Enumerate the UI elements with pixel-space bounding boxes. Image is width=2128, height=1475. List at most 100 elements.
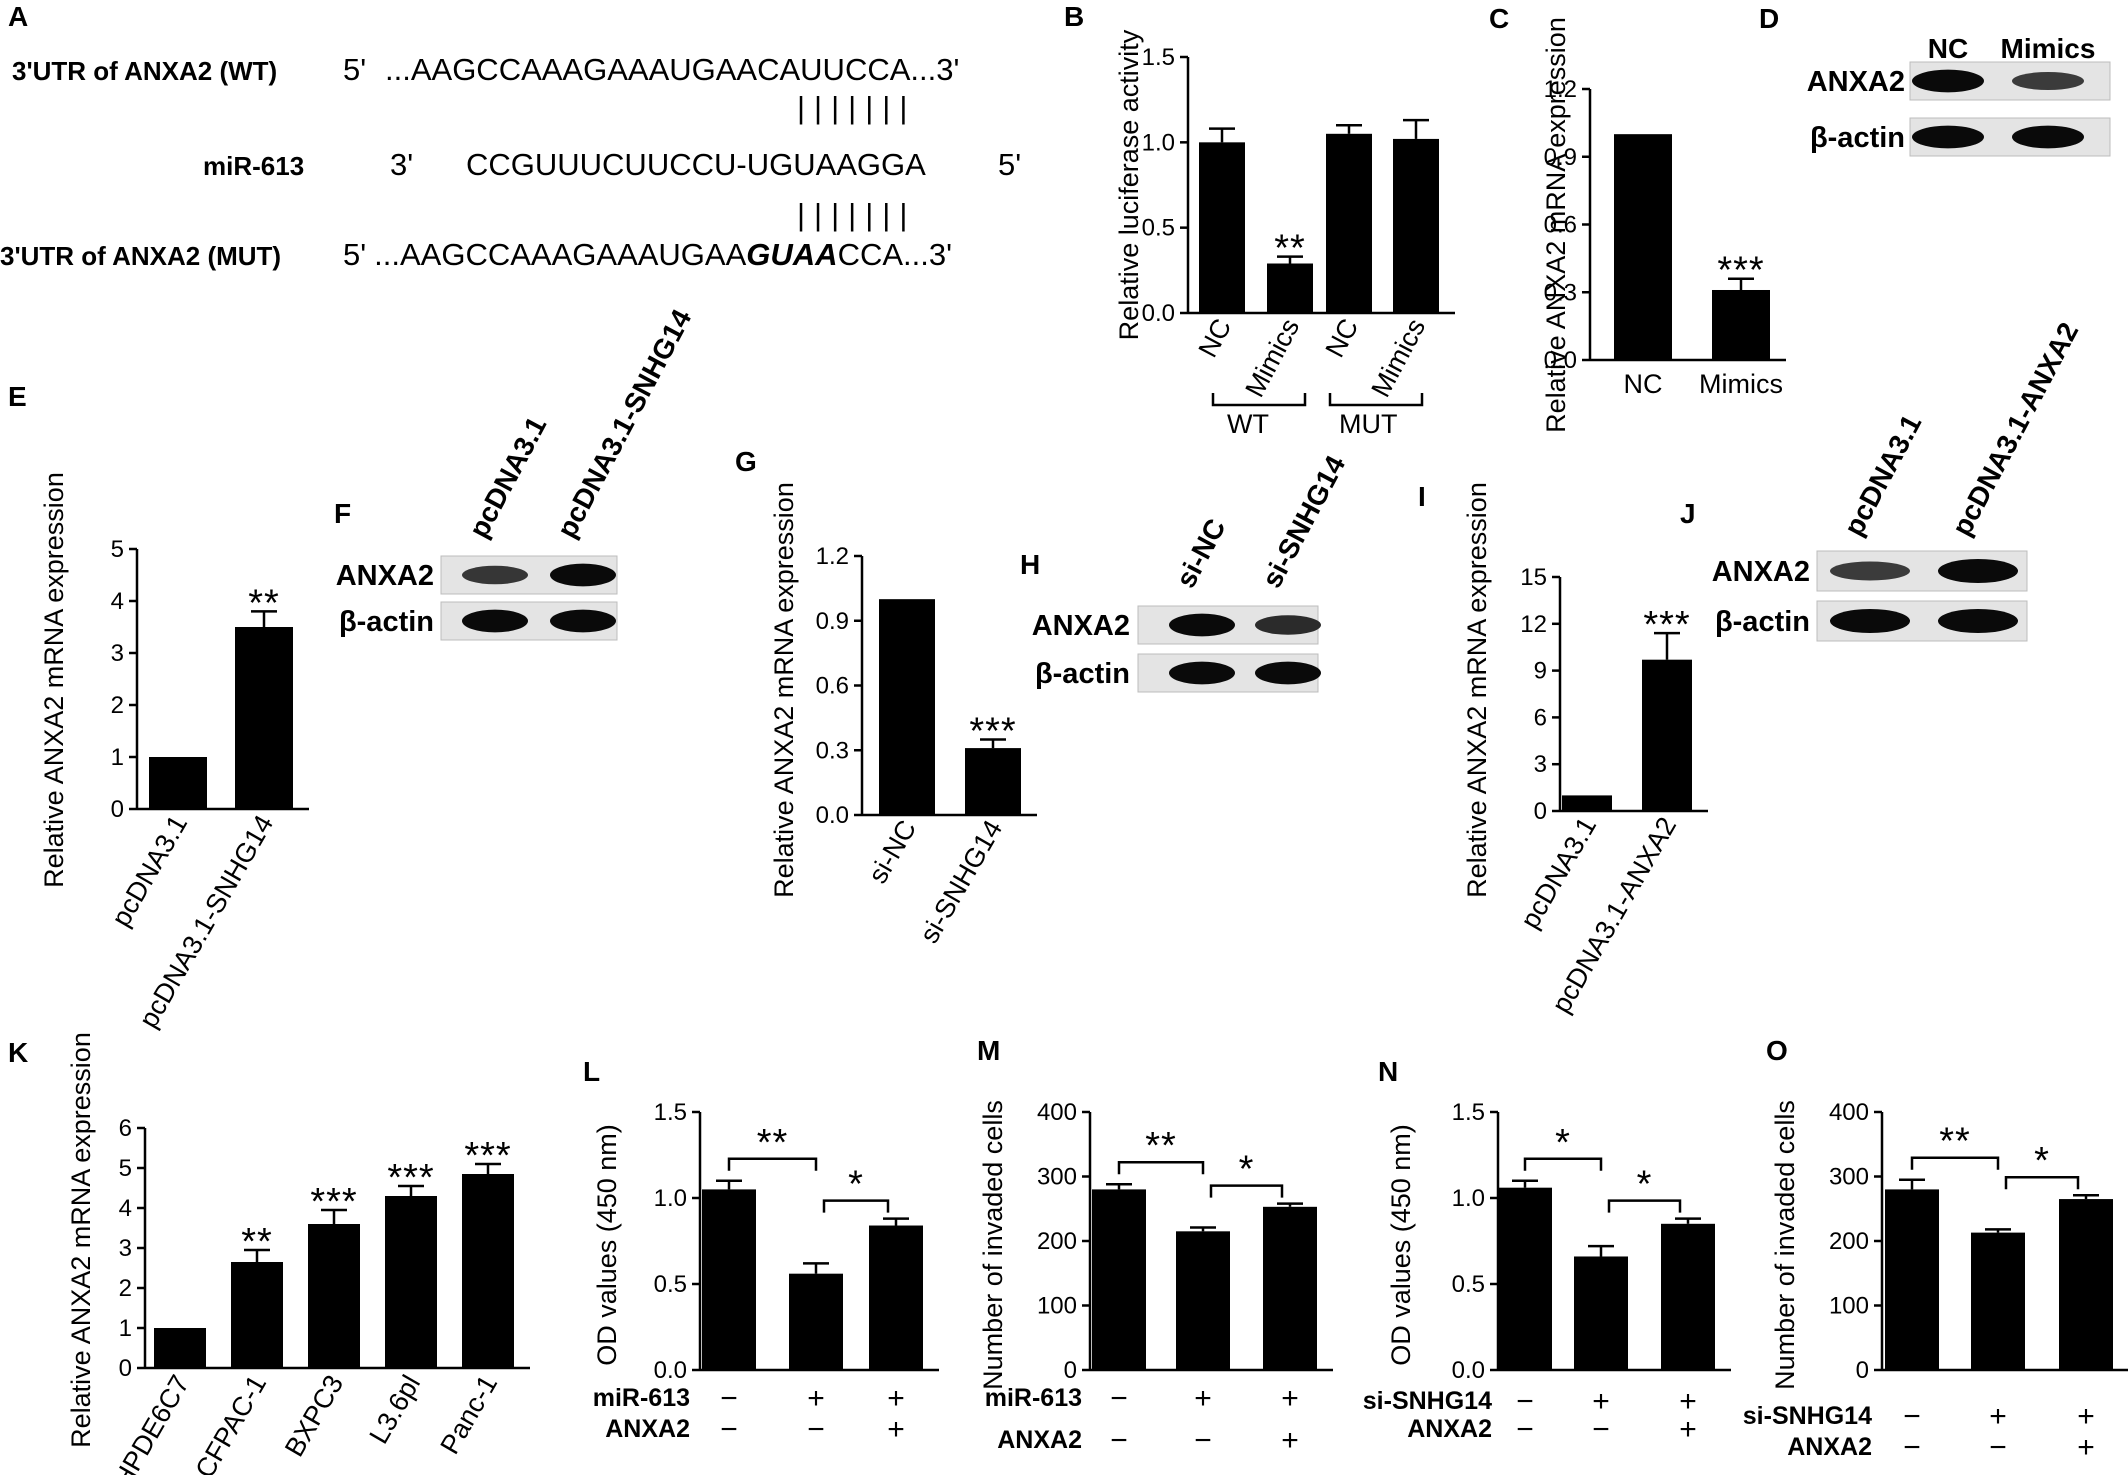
mut-utr-label: 3'UTR of ANXA2 (MUT) xyxy=(0,241,281,271)
blot-row-label-f: ANXA2 xyxy=(336,560,434,592)
panel-label-b: B xyxy=(1064,1,1084,32)
y-tick-label-e: 0 xyxy=(111,796,124,823)
bar-i xyxy=(1642,659,1692,811)
panel-label-d: D xyxy=(1759,3,1779,34)
blot-band-d xyxy=(1912,125,1984,149)
condition-label-m: miR-613 xyxy=(985,1384,1082,1412)
panel-label-c: C xyxy=(1489,3,1509,34)
bar-l xyxy=(702,1189,756,1370)
blot-lane-label-f: pcDNA3.1 xyxy=(463,411,552,542)
y-tick-label-n: 0.5 xyxy=(1452,1271,1485,1298)
y-tick-label-k: 1 xyxy=(119,1315,132,1342)
y-tick-label-b: 1.5 xyxy=(1142,44,1175,71)
y-tick-label-k: 3 xyxy=(119,1235,132,1262)
condition-sign-n: − xyxy=(1516,1413,1534,1446)
chart-o: 0 100 200 300 400 Number of invaded cells si-S… xyxy=(1743,1099,2128,1464)
significance-label-k: *** xyxy=(387,1157,434,1199)
significance-label-e: ** xyxy=(248,582,280,624)
blot-row-label-h: β-actin xyxy=(1035,658,1130,690)
y-tick-label-e: 2 xyxy=(111,692,124,719)
panel-label-m: M xyxy=(977,1035,1000,1066)
bar-o xyxy=(2059,1199,2113,1370)
bar-m xyxy=(1263,1206,1317,1370)
blot-lane-label-j: pcDNA3.1-ANXA2 xyxy=(1946,317,2084,540)
blot-band-h xyxy=(1255,661,1321,685)
y-axis-label-l: OD values (450 nm) xyxy=(592,1124,622,1366)
blot-row-label-d: β-actin xyxy=(1810,122,1905,154)
bar-k xyxy=(385,1196,437,1368)
panel-label-l: L xyxy=(583,1056,600,1087)
bar-n xyxy=(1498,1187,1552,1370)
bar-l xyxy=(869,1225,923,1370)
category-label-c: Mimics xyxy=(1699,369,1783,399)
blot-band-j xyxy=(1830,561,1910,581)
y-tick-label-k: 6 xyxy=(119,1115,132,1142)
bar-k xyxy=(462,1174,514,1368)
mir-label: miR-613 xyxy=(203,151,304,181)
y-tick-label-g: 0.3 xyxy=(816,737,849,764)
y-tick-label-o: 100 xyxy=(1829,1293,1869,1320)
blot-band-d xyxy=(2012,125,2084,149)
mut-seq-mutated: GUAA xyxy=(746,237,837,272)
y-tick-label-e: 3 xyxy=(111,640,124,667)
condition-label-l: miR-613 xyxy=(593,1384,690,1412)
y-tick-label-k: 4 xyxy=(119,1195,132,1222)
chart-l: 0.00.51.01.5OD values (450 nm)miR-613− + +… xyxy=(592,1099,939,1446)
blot-band-j xyxy=(1938,609,2018,633)
y-tick-label-c: 0.0 xyxy=(1544,347,1577,374)
condition-sign-o: + xyxy=(2077,1400,2095,1433)
mut-bracket xyxy=(1328,393,1424,407)
condition-sign-l: + xyxy=(807,1382,825,1415)
condition-sign-n: + xyxy=(1592,1385,1610,1418)
y-tick-label-i: 3 xyxy=(1534,751,1547,778)
condition-sign-m: − xyxy=(1194,1424,1212,1457)
sequence-alignment: 3'UTR of ANXA2 (WT) 5' ...AAGCCAAAGAAAUG… xyxy=(0,52,1021,272)
bar-n xyxy=(1661,1223,1715,1370)
pairing-lines-bottom: ||||||| xyxy=(797,197,916,232)
wt-5-prime: 5' xyxy=(343,52,366,87)
panel-label-i: I xyxy=(1418,481,1426,512)
significance-bracket-o xyxy=(2004,1175,2080,1190)
significance-label-g: *** xyxy=(969,710,1016,752)
blot-lane-label-j: pcDNA3.1 xyxy=(1838,409,1927,540)
condition-label-o: si-SNHG14 xyxy=(1743,1402,1872,1430)
y-tick-label-i: 15 xyxy=(1520,564,1547,591)
chart-m: 0 100 200 300 400 Number of invaded cellsmiR-… xyxy=(978,1099,1333,1457)
y-tick-label-m: 300 xyxy=(1037,1164,1077,1191)
y-axis-label-o: Number of invaded cells xyxy=(1770,1100,1800,1390)
condition-label-o: ANXA2 xyxy=(1787,1433,1872,1461)
significance-label-b: ** xyxy=(1274,228,1306,270)
y-tick-label-m: 200 xyxy=(1037,1228,1077,1255)
blot-lane-label-h: si-NC xyxy=(1170,514,1232,593)
western-blot-d: NC Mimics ANXA2 β-actin xyxy=(1807,33,2111,157)
significance-label-c: *** xyxy=(1717,250,1764,292)
blot-row-label-h: ANXA2 xyxy=(1032,610,1130,642)
category-label-c: NC xyxy=(1624,369,1663,399)
blot-row-label-j: β-actin xyxy=(1715,606,1810,638)
blot-row-label-d: ANXA2 xyxy=(1807,66,1905,98)
y-tick-label-k: 5 xyxy=(119,1155,132,1182)
condition-label-m: ANXA2 xyxy=(997,1426,1082,1454)
condition-sign-l: − xyxy=(720,1382,738,1415)
condition-sign-m: − xyxy=(1110,1382,1128,1415)
condition-sign-m: + xyxy=(1281,1424,1299,1457)
condition-sign-o: + xyxy=(1989,1400,2007,1433)
mut-sequence: 5' ...AAGCCAAAGAAAUGAAGUAACCA...3' xyxy=(343,237,952,272)
y-tick-label-n: 1.0 xyxy=(1452,1185,1485,1212)
y-axis-label-e: Relative ANXA2 mRNA expression xyxy=(39,472,69,888)
category-label-g: si-SNHG14 xyxy=(914,815,1008,948)
y-tick-label-m: 400 xyxy=(1037,1099,1077,1126)
blot-band-f xyxy=(550,563,616,587)
panel-label-h: H xyxy=(1020,549,1040,580)
y-tick-label-m: 0 xyxy=(1064,1357,1077,1384)
y-tick-label-i: 12 xyxy=(1520,611,1547,638)
bar-o xyxy=(1971,1232,2025,1370)
y-tick-label-l: 0.5 xyxy=(654,1271,687,1298)
blot-lane-label-f: pcDNA3.1-SNHG14 xyxy=(551,304,698,543)
